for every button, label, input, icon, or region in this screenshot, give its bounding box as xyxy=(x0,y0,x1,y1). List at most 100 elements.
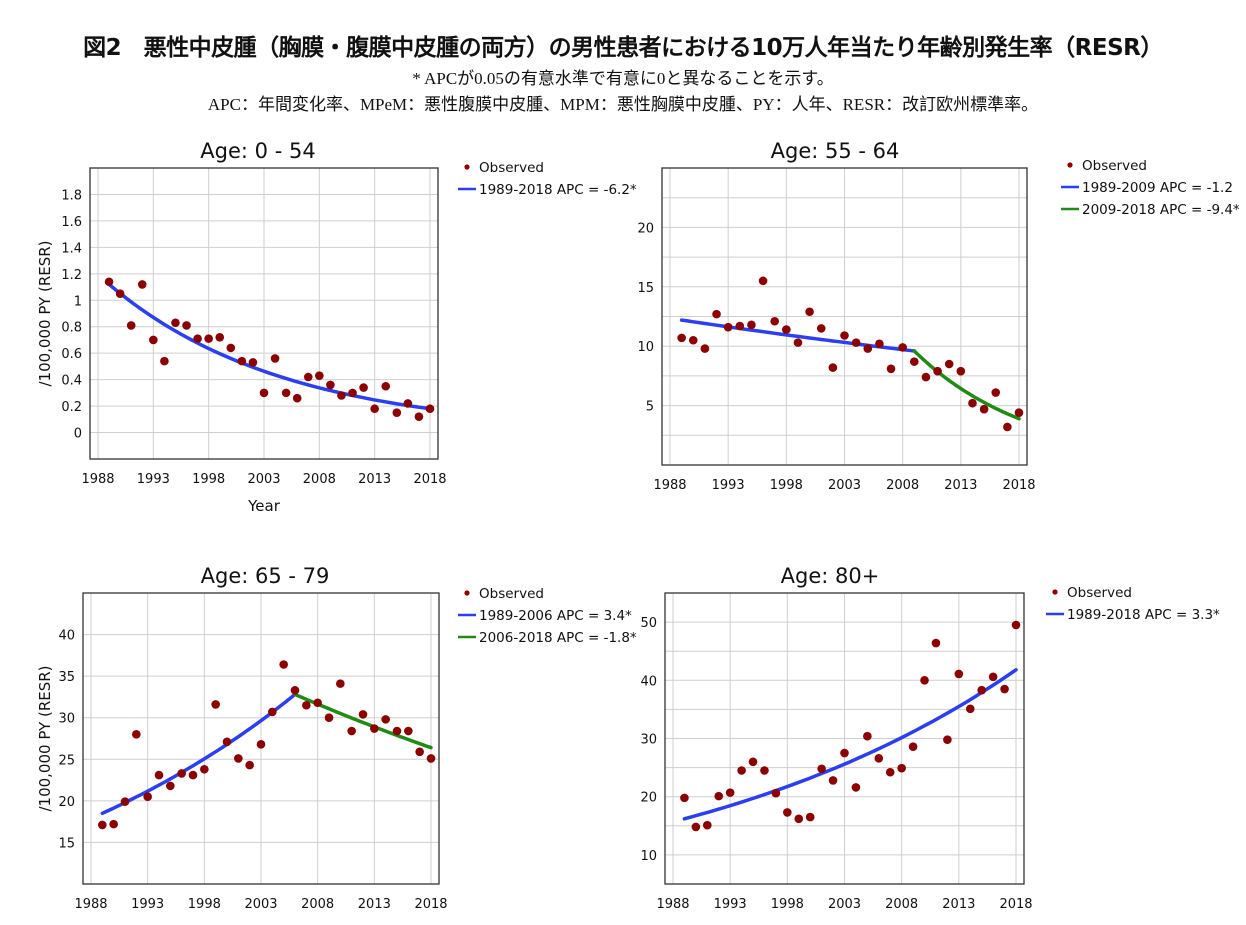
observed-point xyxy=(910,357,919,366)
observed-point xyxy=(805,812,815,822)
observed-point xyxy=(160,356,169,366)
observed-point xyxy=(104,277,114,287)
observed-point xyxy=(886,364,896,374)
observed-point xyxy=(359,383,368,392)
x-tick-label: 2003 xyxy=(828,897,861,912)
observed-point xyxy=(703,820,712,830)
observed-point xyxy=(279,660,288,669)
legend-observed-marker xyxy=(464,590,470,596)
x-tick-label: 1993 xyxy=(131,897,164,912)
observed-point xyxy=(908,742,918,751)
y-tick-label: 40 xyxy=(58,629,75,644)
observed-point xyxy=(828,776,838,785)
chart-panel-4: 1988 1993 1998 2003 2008 2013 2018 10 20 30 40 50 Ag… xyxy=(640,564,1220,925)
legend-observed-marker xyxy=(1052,589,1058,595)
legend-entry: 1989-2009 APC = -1.2 xyxy=(1082,180,1233,196)
x-tick-label: 1993 xyxy=(137,472,170,487)
observed-point xyxy=(794,814,804,824)
observed-point xyxy=(137,280,147,289)
observed-point xyxy=(381,715,390,724)
observed-point xyxy=(991,388,1001,397)
observed-point xyxy=(171,318,180,328)
plot-frame xyxy=(82,592,440,885)
observed-point xyxy=(677,333,686,343)
observed-point xyxy=(200,764,209,774)
observed-point xyxy=(281,388,291,398)
x-tick-label: 1988 xyxy=(653,478,686,493)
observed-point xyxy=(132,730,141,739)
x-tick-label: 2008 xyxy=(303,472,336,487)
y-axis-label: /100,000 PY (RESR) xyxy=(36,665,54,811)
x-tick-label: 2008 xyxy=(301,897,334,912)
x-tick-label: 1993 xyxy=(714,897,747,912)
observed-point xyxy=(965,704,975,714)
x-tick-label: 1988 xyxy=(74,897,107,912)
observed-point xyxy=(735,321,745,331)
observed-point xyxy=(392,408,402,418)
observed-point xyxy=(931,638,941,648)
observed-point xyxy=(1003,422,1012,432)
y-tick-label: 1.2 xyxy=(61,268,82,283)
observed-point xyxy=(863,731,872,741)
observed-point xyxy=(215,333,225,342)
x-tick-label: 1988 xyxy=(656,897,689,912)
observed-point xyxy=(885,767,895,777)
observed-point xyxy=(324,713,334,723)
y-tick-label: 0.8 xyxy=(61,321,82,336)
x-tick-label: 2003 xyxy=(247,472,280,487)
observed-point xyxy=(109,819,118,829)
observed-point xyxy=(370,404,379,414)
figure-title: 図2 悪性中皮腫（胸膜・腹膜中皮腫の両方）の男性患者における10万人年当たり年齢… xyxy=(83,35,1163,61)
observed-point xyxy=(211,700,220,709)
observed-point xyxy=(182,321,191,330)
y-tick-label: 40 xyxy=(640,674,657,689)
observed-point xyxy=(874,753,884,763)
observed-point xyxy=(222,737,232,747)
observed-point xyxy=(954,669,964,679)
x-tick-label: 1998 xyxy=(771,897,804,912)
observed-point xyxy=(403,399,413,408)
legend-entry: 2006-2018 APC = -1.8* xyxy=(479,630,637,646)
observed-point xyxy=(988,672,998,682)
y-tick-label: 10 xyxy=(637,340,654,355)
observed-point xyxy=(979,404,989,414)
observed-point xyxy=(700,344,710,353)
observed-point xyxy=(237,356,247,366)
observed-point xyxy=(268,707,277,717)
observed-point xyxy=(415,747,424,757)
observed-point xyxy=(723,322,733,332)
observed-point xyxy=(840,331,849,340)
y-tick-label: 25 xyxy=(58,753,75,768)
observed-point xyxy=(177,769,186,778)
plot-frame xyxy=(661,167,1028,466)
observed-point xyxy=(977,685,986,695)
observed-point xyxy=(748,757,758,767)
observed-point xyxy=(290,685,300,695)
x-tick-label: 2013 xyxy=(944,478,977,493)
observed-point xyxy=(828,363,838,372)
legend: Observed 1989-2018 APC = -6.2* xyxy=(458,160,637,198)
observed-point xyxy=(425,404,435,414)
observed-point xyxy=(270,354,280,363)
observed-point xyxy=(921,372,931,382)
observed-point xyxy=(292,393,302,403)
legend-entry: 1989-2018 APC = 3.3* xyxy=(1067,607,1220,623)
y-tick-label: 1 xyxy=(74,294,82,309)
legend: Observed 1989-2009 APC = -1.2 2009-2018 AP… xyxy=(1061,158,1240,218)
observed-point xyxy=(760,766,769,775)
observed-point xyxy=(336,679,345,688)
fitted-trend-line-1 xyxy=(107,282,432,411)
observed-point xyxy=(414,412,424,421)
abbreviations-note: APC：年間変化率、MPeM：悪性腹膜中皮腫、MPM：悪性胸膜中皮腫、PY：人年… xyxy=(207,95,1039,114)
significance-note: * APCが0.05の有意水準で有意に0と異なることを示す。 xyxy=(412,69,834,88)
observed-point xyxy=(370,724,379,733)
observed-point xyxy=(725,788,735,797)
x-tick-label: 1988 xyxy=(81,472,114,487)
observed-point xyxy=(805,307,814,317)
observed-point xyxy=(771,788,781,798)
legend-entry: 1989-2006 APC = 3.4* xyxy=(479,608,632,624)
y-tick-label: 35 xyxy=(58,670,75,685)
x-tick-label: 2013 xyxy=(942,897,975,912)
chart-panel-2: 1988 1993 1998 2003 2008 2013 2018 5 10 15 20 Age: … xyxy=(637,139,1239,493)
